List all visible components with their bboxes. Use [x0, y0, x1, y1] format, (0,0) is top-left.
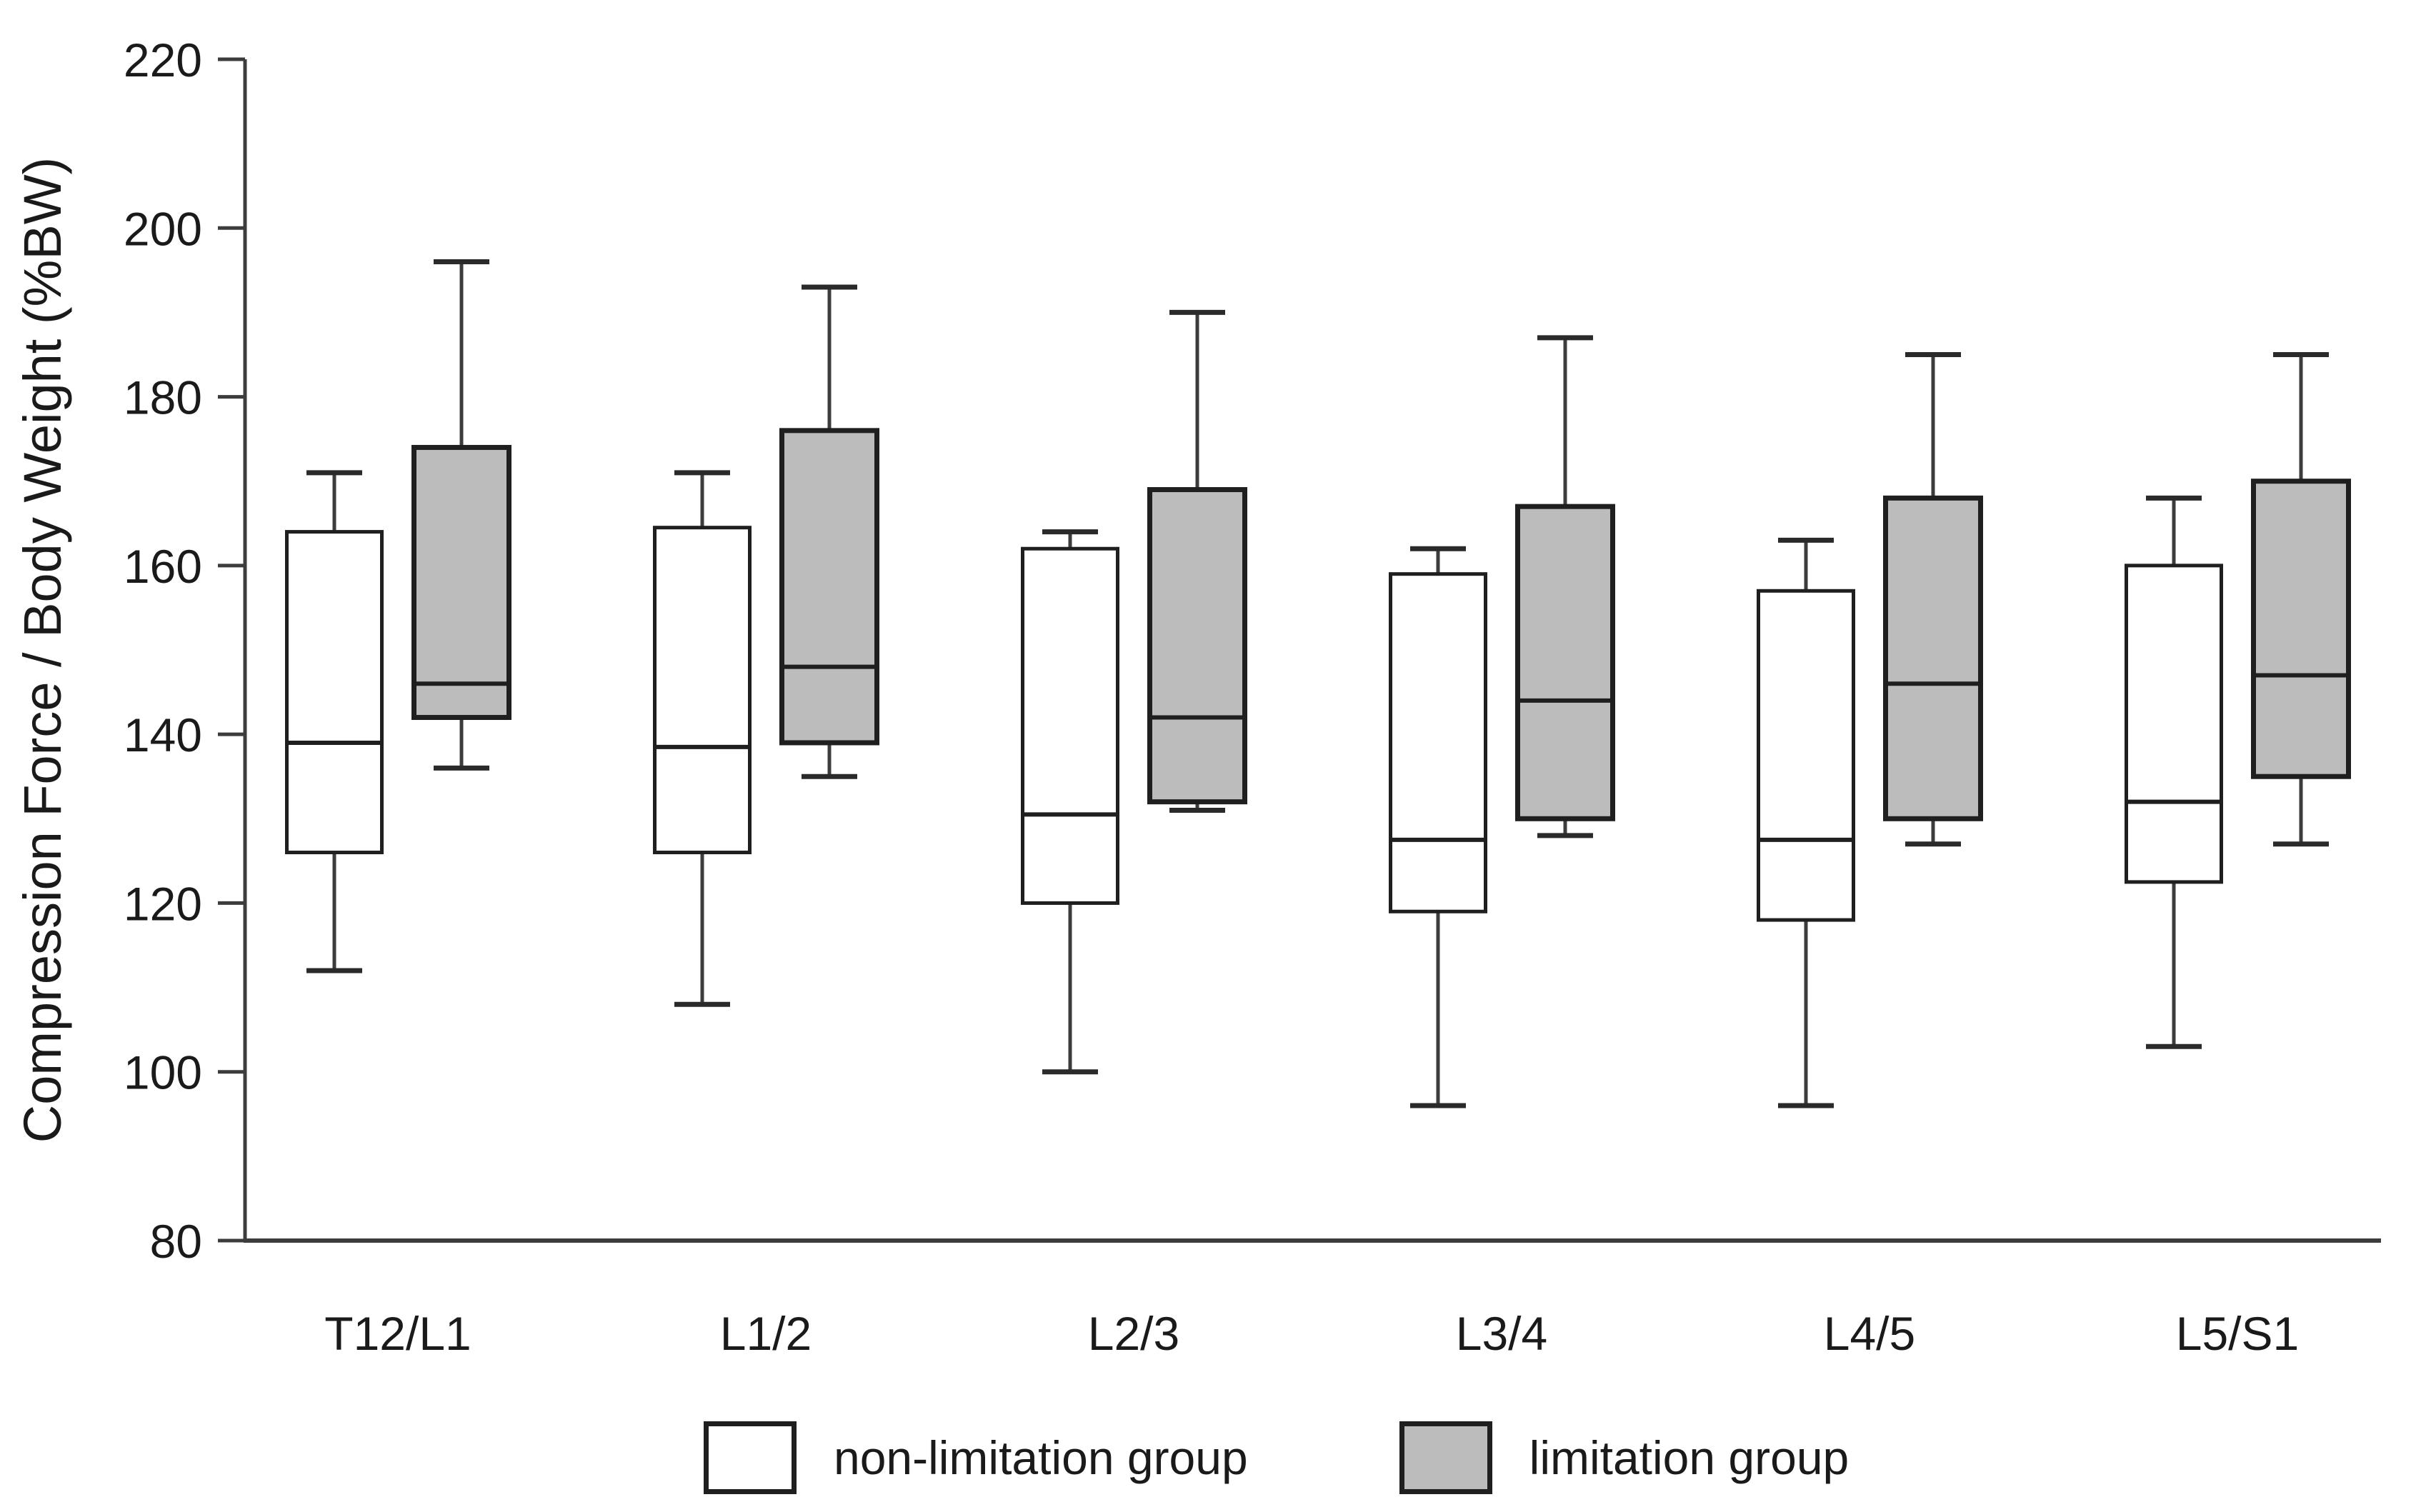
- x-category-label-L4/5: L4/5: [1824, 1307, 1915, 1360]
- box-limitation-L2/3: [1147, 487, 1247, 805]
- x-category-label-T12/L1: T12/L1: [324, 1307, 471, 1360]
- legend-item-limitation: limitation group: [1399, 1421, 1850, 1494]
- y-tick-label-140: 140: [124, 709, 202, 761]
- box-limitation-L4/5: [1883, 495, 1983, 821]
- box-limitation-T12/L1: [411, 444, 511, 721]
- y-axis-title: Compression Force / Body Weight (%BW): [13, 157, 72, 1143]
- limitation-swatch-icon: [1399, 1421, 1492, 1494]
- y-tick-label-80: 80: [150, 1215, 202, 1268]
- box-nonlimitation-L2/3: [1021, 546, 1119, 905]
- legend: non-limitation group limitation group: [704, 1421, 1849, 1494]
- x-category-label-L5/S1: L5/S1: [2176, 1307, 2299, 1360]
- non-limitation-swatch-icon: [704, 1421, 797, 1494]
- box-nonlimitation-T12/L1: [285, 530, 384, 855]
- box-nonlimitation-L1/2: [653, 526, 752, 855]
- y-tick-label-180: 180: [124, 371, 202, 424]
- legend-item-non-limitation: non-limitation group: [704, 1421, 1248, 1494]
- y-tick-label-120: 120: [124, 877, 202, 930]
- box-limitation-L3/4: [1515, 504, 1615, 821]
- y-tick-label-220: 220: [124, 34, 202, 86]
- box-nonlimitation-L4/5: [1757, 589, 1855, 922]
- box-limitation-L5/S1: [2251, 479, 2351, 779]
- box-limitation-L1/2: [779, 428, 879, 746]
- y-tick-label-200: 200: [124, 202, 202, 255]
- legend-label-limitation: limitation group: [1529, 1431, 1850, 1484]
- y-tick-label-100: 100: [124, 1046, 202, 1099]
- x-category-label-L3/4: L3/4: [1456, 1307, 1547, 1360]
- x-category-label-L1/2: L1/2: [720, 1307, 812, 1360]
- box-nonlimitation-L5/S1: [2125, 564, 2223, 884]
- y-tick-label-160: 160: [124, 540, 202, 593]
- legend-label-non-limitation: non-limitation group: [834, 1431, 1248, 1484]
- x-category-label-L2/3: L2/3: [1088, 1307, 1179, 1360]
- box-nonlimitation-L3/4: [1389, 572, 1487, 913]
